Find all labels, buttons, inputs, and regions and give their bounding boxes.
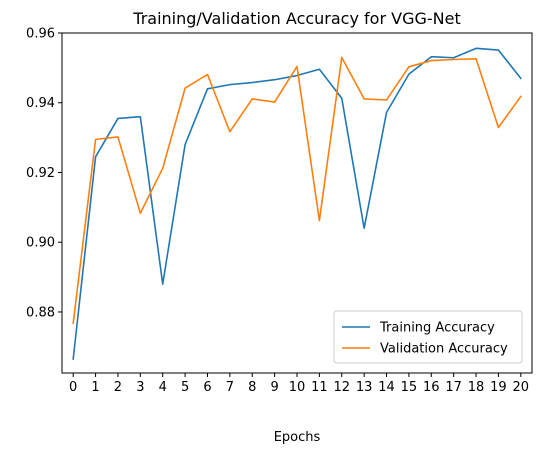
x-tick-label: 7 <box>226 380 234 395</box>
y-tick-label: 0.94 <box>26 96 55 111</box>
x-tick-label: 4 <box>159 380 167 395</box>
x-tick-label: 2 <box>114 380 122 395</box>
y-tick-label: 0.88 <box>26 305 55 320</box>
x-tick-label: 8 <box>248 380 256 395</box>
legend-box <box>333 310 523 364</box>
x-tick-label: 0 <box>69 380 77 395</box>
x-tick-label: 19 <box>490 380 507 395</box>
x-tick-label: 3 <box>136 380 144 395</box>
y-tick-label: 0.92 <box>26 166 55 181</box>
x-tick-label: 16 <box>423 380 440 395</box>
x-tick-label: 17 <box>445 380 462 395</box>
x-tick-label: 5 <box>181 380 189 395</box>
x-tick-label: 13 <box>356 380 373 395</box>
y-tick-label: 0.96 <box>26 27 55 42</box>
x-tick-label: 15 <box>401 380 418 395</box>
x-axis: 0 1 2 3 4 5 6 7 8 9 10 11 12 13 14 15 16 17 18 19 20 <box>69 373 529 395</box>
y-axis: 0.88 0.90 0.92 0.94 0.96 <box>26 27 62 320</box>
x-tick-label: 9 <box>270 380 278 395</box>
series-line-training <box>72 47 522 360</box>
x-tick-label: 6 <box>203 380 211 395</box>
series-line-validation <box>72 56 522 325</box>
y-tick-label: 0.90 <box>26 236 55 251</box>
x-axis-label: Epochs <box>274 430 321 445</box>
x-tick-label: 12 <box>333 380 350 395</box>
x-tick-label: 11 <box>311 380 328 395</box>
x-tick-label: 20 <box>513 380 530 395</box>
legend: Training Accuracy Validation Accuracy <box>333 310 523 364</box>
x-tick-label: 14 <box>378 380 395 395</box>
plot-area <box>72 47 522 360</box>
chart-title: Training/Validation Accuracy for VGG-Net <box>132 9 460 28</box>
legend-label: Training Accuracy <box>379 321 495 336</box>
x-tick-label: 18 <box>468 380 485 395</box>
x-tick-label: 10 <box>289 380 306 395</box>
x-tick-label: 1 <box>91 380 99 395</box>
legend-label: Validation Accuracy <box>380 342 508 357</box>
